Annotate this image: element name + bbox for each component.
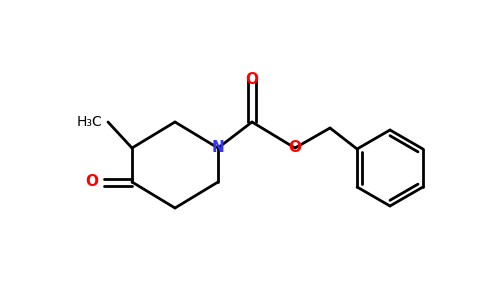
Text: N: N — [212, 140, 225, 155]
Text: O: O — [86, 175, 99, 190]
Text: O: O — [245, 73, 258, 88]
Text: O: O — [288, 140, 302, 155]
Text: H₃C: H₃C — [77, 115, 103, 129]
